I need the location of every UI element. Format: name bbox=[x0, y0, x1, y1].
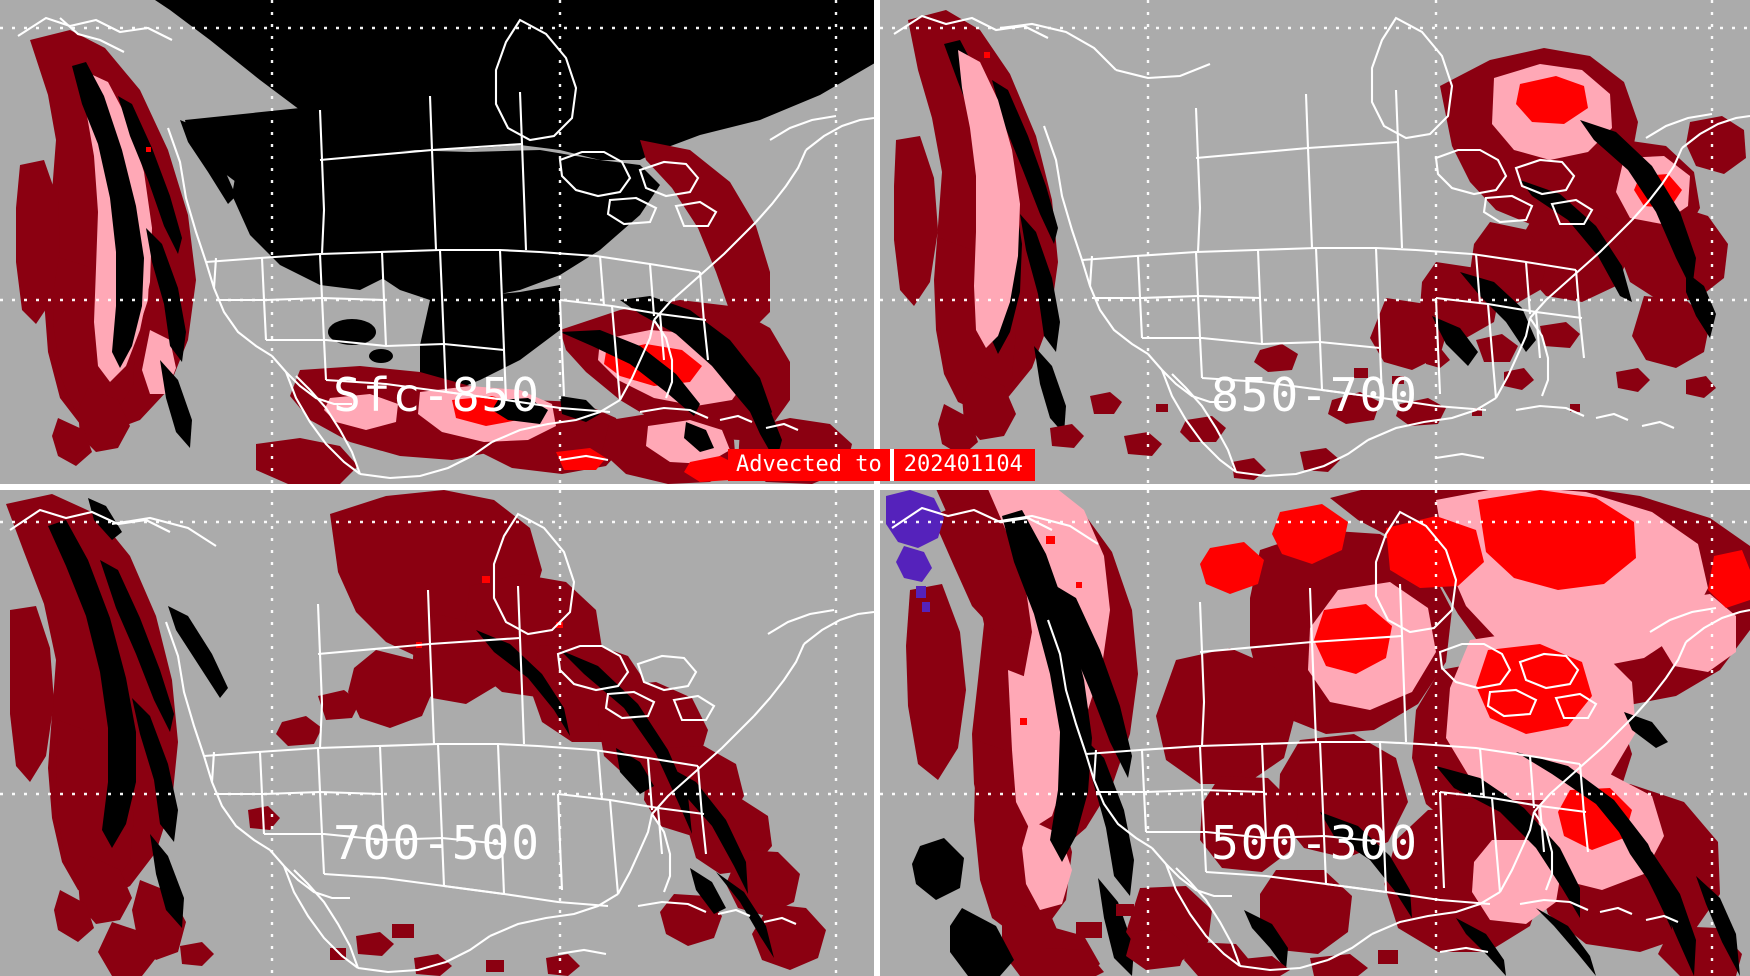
panel-850-700[interactable]: 850-700 bbox=[880, 0, 1750, 484]
bright-red-speckle-west bbox=[1020, 536, 1082, 725]
black-filaments-west bbox=[48, 498, 228, 928]
purple-field bbox=[886, 490, 944, 612]
gridlines bbox=[0, 490, 874, 976]
map-outlines bbox=[893, 14, 1750, 478]
bright-red-speck bbox=[146, 147, 151, 152]
gridlines bbox=[880, 0, 1750, 484]
panel-700-500[interactable]: 700-500 bbox=[0, 490, 874, 976]
divider-horizontal-left bbox=[0, 484, 874, 490]
gridlines bbox=[880, 490, 1750, 976]
gridlines bbox=[0, 0, 874, 484]
panel-sfc-850[interactable]: Sfc-850 bbox=[0, 0, 874, 484]
banner-divider bbox=[889, 449, 894, 481]
map-outlines bbox=[9, 508, 874, 974]
advected-to-banner: Advected to 202401104 bbox=[728, 449, 1035, 481]
scattered-moisture bbox=[1050, 322, 1716, 480]
banner-label: Advected to bbox=[728, 449, 890, 481]
divider-vertical-top bbox=[874, 0, 880, 484]
bright-red-field-northeast bbox=[1200, 490, 1750, 850]
scattered-moisture-south bbox=[1076, 904, 1398, 976]
panel-500-300[interactable]: 500-300 bbox=[880, 490, 1750, 976]
divider-center-cross bbox=[874, 484, 880, 490]
black-filaments-west bbox=[912, 510, 1134, 976]
divider-vertical-bottom bbox=[874, 490, 880, 976]
map-outlines bbox=[891, 506, 1750, 972]
pink-field-west bbox=[958, 50, 1020, 348]
divider-horizontal-right bbox=[880, 484, 1750, 490]
scattered-moisture bbox=[62, 668, 580, 976]
black-filaments-west bbox=[72, 62, 268, 448]
map-outlines bbox=[17, 16, 874, 480]
banner-date: 202401104 bbox=[893, 449, 1035, 481]
